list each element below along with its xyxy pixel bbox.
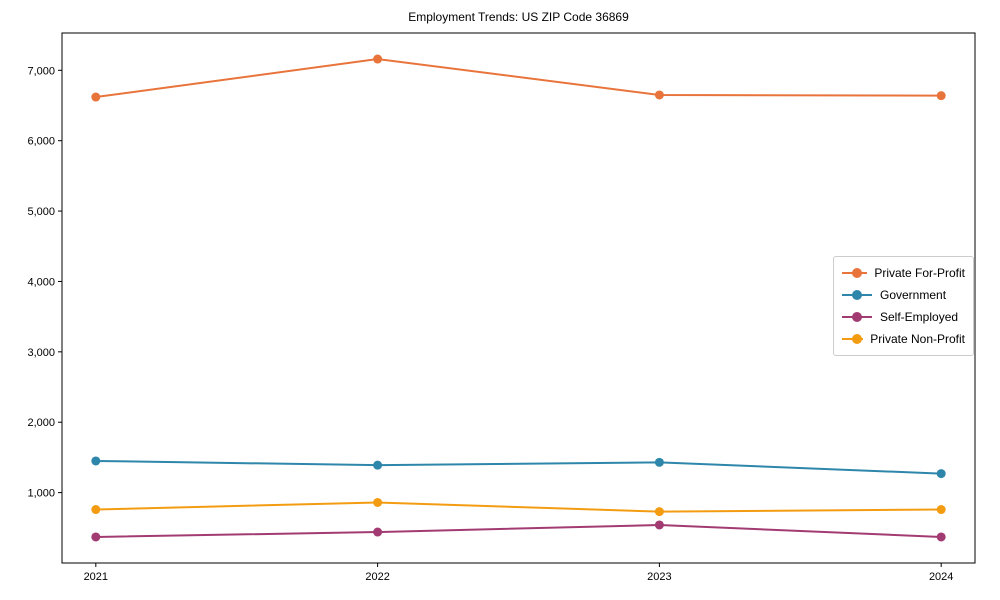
- series-point-private-for-profit: [91, 92, 101, 102]
- y-tick-label: 3,000: [27, 347, 55, 359]
- chart-title: Employment Trends: US ZIP Code 36869: [408, 10, 629, 24]
- legend-marker-icon: [842, 290, 872, 300]
- series-point-private-for-profit: [373, 54, 383, 64]
- legend-label: Self-Employed: [880, 310, 959, 324]
- series-point-self-employed: [936, 532, 946, 542]
- legend-marker-icon: [842, 312, 872, 322]
- series-point-government: [91, 456, 101, 466]
- y-tick-label: 6,000: [27, 136, 55, 148]
- legend-item-private-non-profit: Private Non-Profit: [841, 328, 965, 350]
- x-tick-label: 2021: [84, 571, 108, 583]
- series-line-government: [95, 459, 942, 475]
- legend-item-government: Government: [841, 284, 965, 306]
- series-line-private-non-profit: [95, 501, 942, 513]
- series-point-government: [936, 469, 946, 479]
- x-tick-label: 2023: [647, 571, 671, 583]
- legend-item-self-employed: Self-Employed: [841, 306, 965, 328]
- x-tick-label: 2022: [365, 571, 389, 583]
- series-point-private-non-profit: [936, 505, 946, 515]
- series-point-self-employed: [373, 527, 383, 537]
- y-tick-label: 5,000: [27, 206, 55, 218]
- series-point-self-employed: [91, 532, 101, 542]
- series-point-private-non-profit: [373, 497, 383, 507]
- series-point-government: [373, 460, 383, 470]
- y-tick-label: 7,000: [27, 65, 55, 77]
- series-point-government: [654, 457, 664, 467]
- legend-marker-icon: [842, 268, 868, 278]
- series-line-self-employed: [95, 523, 942, 538]
- legend-label: Private For-Profit: [874, 266, 965, 280]
- series-line-private-for-profit: [95, 58, 942, 99]
- y-tick-label: 4,000: [27, 276, 55, 288]
- legend-marker-icon: [842, 334, 864, 344]
- legend-item-private-for-profit: Private For-Profit: [841, 262, 965, 284]
- series-point-self-employed: [654, 520, 664, 530]
- legend: Private For-Profit Government Self-Employe…: [833, 256, 974, 356]
- plot-border: [61, 32, 976, 564]
- legend-label: Government: [880, 288, 947, 302]
- y-tick-label: 1,000: [27, 488, 55, 500]
- y-tick-label: 2,000: [27, 417, 55, 429]
- series-point-private-non-profit: [654, 507, 664, 517]
- x-tick-label: 2024: [929, 571, 953, 583]
- series-point-private-non-profit: [91, 505, 101, 515]
- legend-label: Private Non-Profit: [870, 332, 965, 346]
- series-point-private-for-profit: [936, 91, 946, 101]
- series-point-private-for-profit: [654, 90, 664, 100]
